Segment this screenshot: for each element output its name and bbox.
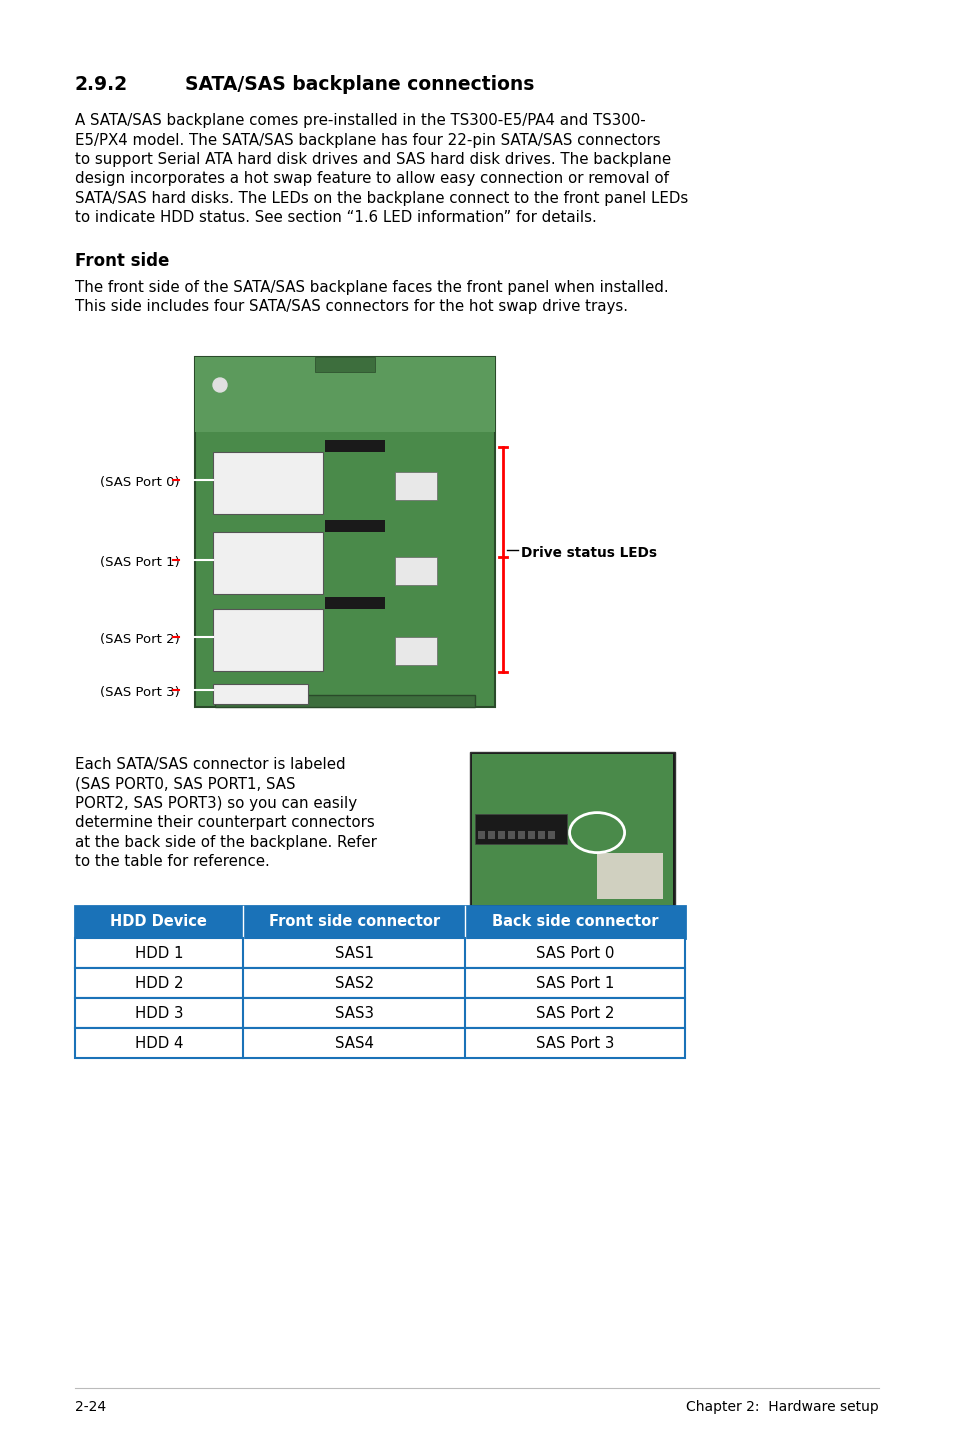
Text: (SAS Port 0): (SAS Port 0) [100, 476, 179, 489]
Bar [314, 357, 375, 372]
Bar [517, 831, 524, 838]
Text: SAS Port 1: SAS Port 1 [536, 975, 614, 991]
Text: Front side: Front side [75, 252, 170, 270]
Bar [597, 853, 662, 899]
Text: HDD 1: HDD 1 [134, 946, 183, 961]
Bar [75, 906, 684, 938]
Text: Chapter 2:  Hardware setup: Chapter 2: Hardware setup [685, 1401, 878, 1414]
Bar [213, 684, 308, 705]
Bar [214, 695, 475, 707]
Bar [75, 998, 684, 1028]
Text: (SAS PORT0, SAS PORT1, SAS: (SAS PORT0, SAS PORT1, SAS [75, 777, 295, 791]
Text: SAS4: SAS4 [335, 1035, 374, 1051]
Text: (SAS Port 1): (SAS Port 1) [100, 557, 179, 569]
Text: 2-24: 2-24 [75, 1401, 106, 1414]
Bar [213, 452, 323, 513]
Bar [75, 938, 684, 968]
Text: SAS Port 2: SAS Port 2 [536, 1005, 614, 1021]
Text: Each SATA/SAS connector is labeled: Each SATA/SAS connector is labeled [75, 756, 345, 772]
Text: A SATA/SAS backplane comes pre-installed in the TS300-E5/PA4 and TS300-: A SATA/SAS backplane comes pre-installed… [75, 114, 645, 128]
Bar [194, 357, 495, 707]
Text: 2.9.2: 2.9.2 [75, 75, 128, 93]
Circle shape [213, 378, 227, 393]
Bar [470, 752, 675, 907]
Text: HDD 2: HDD 2 [134, 975, 183, 991]
Text: (SAS Port 2): (SAS Port 2) [100, 633, 179, 646]
Text: SATA/SAS hard disks. The LEDs on the backplane connect to the front panel LEDs: SATA/SAS hard disks. The LEDs on the bac… [75, 191, 687, 206]
Bar [213, 610, 323, 672]
Bar [395, 637, 436, 664]
Text: E5/PX4 model. The SATA/SAS backplane has four 22-pin SATA/SAS connectors: E5/PX4 model. The SATA/SAS backplane has… [75, 132, 659, 148]
Bar [527, 831, 535, 838]
Text: SATA/SAS backplane connections: SATA/SAS backplane connections [185, 75, 534, 93]
Bar [497, 831, 504, 838]
Bar [194, 357, 495, 431]
Text: to indicate HDD status. See section “1.6 LED information” for details.: to indicate HDD status. See section “1.6… [75, 210, 597, 226]
Text: SAS3: SAS3 [335, 1005, 374, 1021]
Bar [475, 814, 566, 844]
Text: to the table for reference.: to the table for reference. [75, 854, 270, 870]
Text: SAS Port 3: SAS Port 3 [536, 1035, 614, 1051]
Bar [213, 532, 323, 594]
Bar [325, 597, 385, 610]
Text: design incorporates a hot swap feature to allow easy connection or removal of: design incorporates a hot swap feature t… [75, 171, 668, 187]
Text: PORT2, SAS PORT3) so you can easily: PORT2, SAS PORT3) so you can easily [75, 797, 356, 811]
Bar [395, 472, 436, 500]
Text: determine their counterpart connectors: determine their counterpart connectors [75, 815, 375, 831]
Bar [472, 754, 672, 905]
Bar [325, 440, 385, 452]
Text: SAS Port 0: SAS Port 0 [536, 946, 614, 961]
Text: to support Serial ATA hard disk drives and SAS hard disk drives. The backplane: to support Serial ATA hard disk drives a… [75, 152, 670, 167]
Bar [325, 521, 385, 532]
Text: Back side connector: Back side connector [492, 915, 658, 929]
Text: HDD 4: HDD 4 [134, 1035, 183, 1051]
Text: Front side connector: Front side connector [268, 915, 439, 929]
Bar [507, 831, 515, 838]
Text: This side includes four SATA/SAS connectors for the hot swap drive trays.: This side includes four SATA/SAS connect… [75, 299, 627, 315]
Text: HDD 3: HDD 3 [134, 1005, 183, 1021]
Bar [75, 968, 684, 998]
Bar [395, 557, 436, 585]
Bar [488, 831, 495, 838]
Text: The front side of the SATA/SAS backplane faces the front panel when installed.: The front side of the SATA/SAS backplane… [75, 280, 668, 295]
Bar [477, 831, 484, 838]
Text: SAS1: SAS1 [335, 946, 374, 961]
Text: HDD Device: HDD Device [111, 915, 207, 929]
Bar [75, 1028, 684, 1058]
Text: (SAS Port 3): (SAS Port 3) [100, 686, 179, 699]
Text: Drive status LEDs: Drive status LEDs [520, 546, 657, 559]
Text: at the back side of the backplane. Refer: at the back side of the backplane. Refer [75, 835, 376, 850]
Bar [537, 831, 544, 838]
Bar [547, 831, 555, 838]
Text: SAS2: SAS2 [335, 975, 374, 991]
